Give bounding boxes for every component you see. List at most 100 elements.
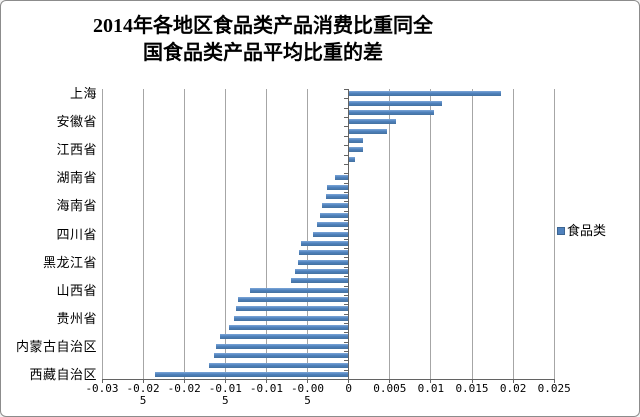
bar: [250, 287, 349, 293]
y-axis-label: 上海: [69, 86, 97, 102]
x-axis-tick: [307, 379, 308, 383]
y-axis-label: 海南省: [56, 198, 97, 214]
legend-label: 食品类: [567, 223, 607, 238]
category-axis-tick: [344, 220, 349, 221]
x-axis-line: [101, 379, 555, 380]
category-axis-tick: [344, 117, 349, 119]
category-axis-tick: [344, 210, 349, 212]
x-axis-tick: [265, 379, 267, 383]
bar: [348, 119, 396, 125]
category-axis-tick: [344, 332, 349, 334]
gridline: [101, 89, 103, 379]
gridline: [553, 89, 555, 379]
x-axis-tick: [101, 379, 103, 383]
x-axis-tick-label: 0.01: [417, 382, 445, 395]
category-axis-tick: [344, 145, 349, 147]
bar: [297, 259, 349, 265]
x-axis-tick-label: -0.01 5: [208, 382, 242, 407]
bar: [319, 212, 349, 218]
y-axis-label: 黑龙江省: [42, 254, 97, 270]
bar: [291, 278, 349, 284]
bar: [348, 128, 388, 134]
bar: [213, 353, 349, 359]
legend: 食品类: [557, 223, 606, 238]
category-axis-tick: [344, 313, 349, 315]
x-axis-tick-label: 0: [345, 382, 352, 395]
bar: [228, 325, 349, 330]
category-axis-tick: [344, 304, 349, 306]
x-axis-tick: [183, 379, 185, 383]
x-axis-tick-label: 0.02: [499, 382, 527, 395]
bar: [215, 343, 349, 349]
x-axis-tick: [512, 379, 514, 383]
chart-title-line1: 2014年各地区食品类产品消费比重同全: [93, 15, 433, 37]
category-axis-tick: [344, 182, 349, 184]
category-axis-tick: [344, 266, 349, 268]
bar: [348, 109, 435, 115]
bar: [154, 371, 349, 377]
chart-title-line2: 国食品类产品平均比重的差: [143, 42, 383, 64]
category-axis-tick: [344, 173, 349, 175]
x-axis-tick: [553, 379, 555, 383]
gridline: [512, 89, 514, 379]
category-axis-tick: [344, 322, 349, 324]
category-axis-tick: [344, 257, 349, 259]
y-axis-label: 江西省: [56, 142, 97, 158]
category-axis-tick: [344, 285, 349, 287]
x-axis-tick-label: -0.03: [85, 382, 119, 395]
category-axis-tick: [344, 229, 349, 231]
y-axis-label: 四川省: [56, 226, 97, 242]
bar: [219, 334, 349, 340]
bar: [348, 138, 364, 143]
category-axis-tick: [344, 360, 349, 362]
category-axis-tick: [344, 276, 349, 278]
bar: [237, 297, 349, 302]
category-axis-tick: [344, 191, 349, 193]
gridline: [224, 89, 226, 379]
gridline: [471, 89, 473, 379]
category-axis-tick: [344, 248, 349, 249]
bar: [312, 231, 349, 237]
y-axis-label: 贵州省: [56, 310, 97, 326]
x-axis-tick-label: -0.00 5: [290, 382, 325, 407]
bar: [316, 222, 349, 228]
gridline: [307, 89, 308, 379]
category-axis-tick: [344, 369, 349, 371]
bar: [298, 250, 349, 256]
bar: [334, 175, 349, 181]
category-axis-tick: [344, 135, 349, 137]
bar: [208, 362, 349, 368]
bar: [348, 100, 443, 106]
x-axis-tick: [430, 379, 432, 383]
category-axis-tick: [344, 201, 349, 203]
category-axis-tick: [344, 98, 349, 100]
category-axis-tick: [344, 126, 349, 128]
gridline: [183, 89, 185, 379]
x-axis-tick: [224, 379, 226, 383]
bar: [301, 240, 349, 246]
bar: [348, 147, 363, 153]
category-axis-tick: [344, 379, 349, 380]
bar: [236, 306, 349, 312]
category-axis-tick: [344, 341, 349, 343]
legend-marker-square-icon: [557, 226, 565, 235]
bar: [295, 268, 349, 274]
gridline: [389, 89, 391, 379]
bar: [348, 91, 501, 97]
bar: [321, 203, 349, 209]
category-axis-tick: [344, 154, 349, 156]
x-axis-tick: [389, 379, 391, 383]
gridline: [142, 89, 144, 379]
y-axis-label: 内蒙古自治区: [15, 338, 97, 354]
x-axis-tick-label: 0.005: [373, 382, 407, 395]
x-axis-tick-label: -0.02: [167, 382, 201, 395]
x-axis-tick-label: -0.02 5: [126, 382, 160, 407]
category-axis-tick: [344, 89, 349, 90]
bar: [327, 184, 349, 190]
category-axis-line: [348, 89, 350, 380]
bar: [325, 194, 349, 200]
y-axis-label: 安徽省: [56, 114, 97, 130]
y-axis-label: 山西省: [56, 282, 97, 298]
